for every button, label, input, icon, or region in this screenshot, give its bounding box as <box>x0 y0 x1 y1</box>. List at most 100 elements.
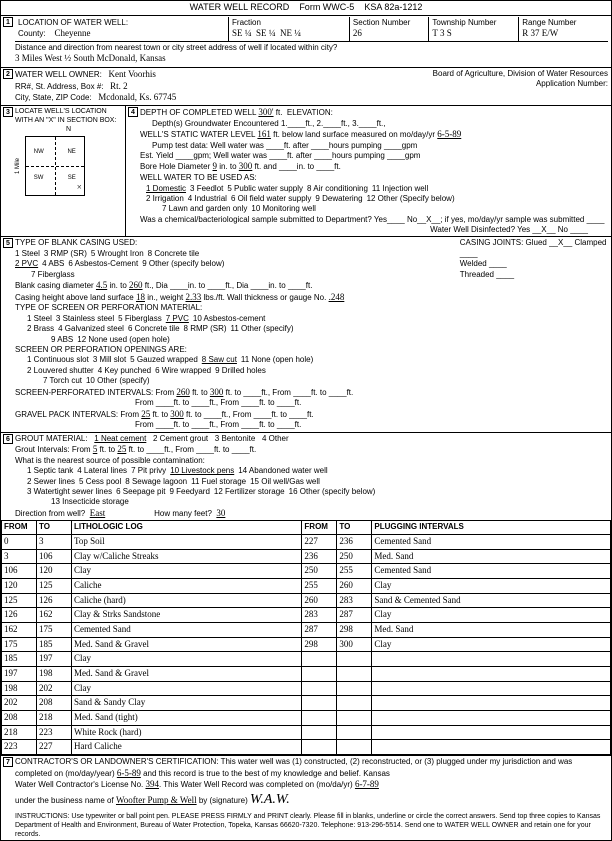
grout-label: GROUT MATERIAL: <box>15 434 88 443</box>
use-10: 10 Monitoring well <box>251 204 319 214</box>
casing-7: 7 Fiberglass <box>31 270 79 280</box>
weight-value: 2.33 <box>185 292 201 302</box>
bore-ft: ft. and ____in. to ____ft. <box>255 162 341 171</box>
weight-label: in., weight <box>147 293 183 302</box>
threaded-label: Threaded ____ <box>460 270 514 279</box>
log-row: 120125Caliche255260Clay <box>2 578 611 593</box>
log-row: 162175Cemented Sand287298Med. Sand <box>2 622 611 637</box>
form-page: WATER WELL RECORD Form WWC-5 KSA 82a-121… <box>0 0 612 841</box>
contam-label: What is the nearest source of possible c… <box>15 456 608 466</box>
use-7: 7 Lawn and garden only <box>162 204 251 214</box>
log-cell: 106 <box>2 564 37 579</box>
casing-to-label: in. to <box>109 281 126 290</box>
log-cell: Sand & Sandy Clay <box>72 696 302 711</box>
log-cell <box>372 667 611 682</box>
swl-label: WELL'S STATIC WATER LEVEL <box>140 130 255 139</box>
chem-sample: Was a chemical/bacteriological sample su… <box>140 215 608 225</box>
contam-6: 6 Seepage pit <box>116 487 169 497</box>
use-8: 8 Air conditioning <box>307 184 372 194</box>
contam-1: 1 Septic tank <box>27 466 77 476</box>
log-cell: 126 <box>37 593 72 608</box>
log-row: 185197Clay <box>2 652 611 667</box>
log-cell: Clay <box>372 608 611 623</box>
section-7-cert: 7 CONTRACTOR'S OR LANDOWNER'S CERTIFICAT… <box>1 755 611 840</box>
opening-2: 2 Louvered shutter <box>27 366 98 376</box>
perf-from: 260 <box>176 387 190 397</box>
grout-int-label: Grout Intervals: From <box>15 445 91 454</box>
log-cell <box>337 740 372 755</box>
welded-label: Welded ____ <box>460 259 507 268</box>
screen-8: 8 RMP (SR) <box>184 324 231 334</box>
howmany-value: 30 <box>216 508 225 518</box>
depth-label: DEPTH OF COMPLETED WELL <box>140 108 256 117</box>
log-cell: Med. Sand <box>372 622 611 637</box>
log-cell: 250 <box>302 564 337 579</box>
log-cell: Clay <box>72 652 302 667</box>
log-cell: 298 <box>337 622 372 637</box>
county-value: Cheyenne <box>54 28 90 38</box>
log-cell: 208 <box>2 711 37 726</box>
log-row: 223227Hard Caliche <box>2 740 611 755</box>
county-label: County: <box>18 29 46 38</box>
casing-2: 2 PVC <box>15 259 42 269</box>
log-cell: Med. Sand & Gravel <box>72 637 302 652</box>
section-number-6: 6 <box>3 434 13 444</box>
owner-name: Kent Voorhis <box>109 69 156 79</box>
rr-label: RR#, St. Address, Box #: <box>15 82 103 91</box>
section-5-casing: 5 TYPE OF BLANK CASING USED: 1 Steel 3 R… <box>1 236 611 431</box>
log-cell: 198 <box>37 667 72 682</box>
log-row: 126162Clay & Strks Sandstone283287Clay <box>2 608 611 623</box>
use-1: 1 Domestic <box>146 184 190 194</box>
log-cell: 223 <box>37 725 72 740</box>
section-number-5: 5 <box>3 238 13 248</box>
gravel-from: 25 <box>141 409 150 419</box>
casing-3: 3 RMP (SR) <box>44 249 91 259</box>
completed-label: This Water Well Record was completed on … <box>163 780 352 789</box>
log-cell: Caliche <box>72 578 302 593</box>
instructions: INSTRUCTIONS: Use typewriter or ball poi… <box>15 809 608 839</box>
log-cell: 175 <box>37 622 72 637</box>
casing-ft: ft., Dia ____in. to ____ft., Dia ____in.… <box>145 281 313 290</box>
log-cell <box>337 667 372 682</box>
log-cell <box>302 711 337 726</box>
log-cell <box>372 711 611 726</box>
use-4: 4 Industrial <box>188 194 231 204</box>
log-cell: 125 <box>37 578 72 593</box>
contam-3: 3 Watertight sewer lines <box>27 487 116 497</box>
log-row: 3106Clay w/Caliche Streaks236250Med. San… <box>2 549 611 564</box>
form-header: WATER WELL RECORD Form WWC-5 KSA 82a-121… <box>1 1 611 15</box>
township-label: Township Number <box>432 18 496 27</box>
owner-label: WATER WELL OWNER: <box>15 70 102 79</box>
log-row: 106120Clay250255Cemented Sand <box>2 564 611 579</box>
board-label: Board of Agriculture, Division of Water … <box>433 69 608 78</box>
section-1-location: 1 LOCATION OF WATER WELL: County: Cheyen… <box>1 15 611 67</box>
quad-nw: NW <box>34 149 44 157</box>
completed-date: 6-7-89 <box>355 779 379 789</box>
log-cell: 227 <box>302 534 337 549</box>
log-cell: 260 <box>337 578 372 593</box>
sig-label: by (signature) <box>199 796 248 805</box>
opening-1: 1 Continuous slot <box>27 355 93 365</box>
log-cell: 202 <box>37 681 72 696</box>
fraction-label: Fraction <box>232 18 261 27</box>
casing-8: 8 Concrete tile <box>148 249 204 259</box>
log-cell: 255 <box>302 578 337 593</box>
use-3: 3 Feedlot <box>190 184 227 194</box>
rr-value: Rt. 2 <box>110 81 128 91</box>
log-cell: Cemented Sand <box>372 534 611 549</box>
log-cell: 218 <box>37 711 72 726</box>
fraction-1: SE ¼ <box>232 28 252 38</box>
uses-list: 1 Domestic 3 Feedlot 5 Public water supp… <box>140 184 608 215</box>
grout-2: 2 Cement grout <box>153 434 208 443</box>
log-cell: Clay <box>372 637 611 652</box>
license-value: 394 <box>145 779 159 789</box>
city-value: Mcdonald, Ks. 67745 <box>98 92 176 102</box>
log-header-row: FROM TO LITHOLOGIC LOG FROM TO PLUGGING … <box>2 521 611 534</box>
use-11: 11 Injection well <box>372 184 432 194</box>
log-cell: Med. Sand & Gravel <box>72 667 302 682</box>
mile-label: 1 Mile <box>15 158 23 174</box>
swl-value: 161 <box>257 129 271 139</box>
screen-10: 10 Asbestos-cement <box>193 314 269 324</box>
disinfected: Water Well Disinfected? Yes __X__ No ___… <box>140 225 608 235</box>
bore-label: Bore Hole Diameter <box>140 162 210 171</box>
